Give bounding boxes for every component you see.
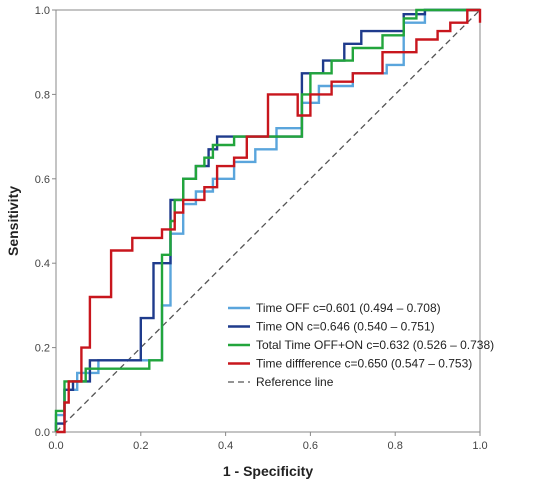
legend-label: Time diffference c=0.650 (0.547 – 0.753) <box>256 357 472 371</box>
legend-label: Reference line <box>256 375 334 389</box>
roc-curve-4 <box>56 8 482 434</box>
legend-label: Time ON c=0.646 (0.540 – 0.751) <box>256 320 435 334</box>
y-tick-label: 0.2 <box>35 343 50 355</box>
legend-label: Time OFF c=0.601 (0.494 – 0.708) <box>256 301 441 315</box>
y-tick-label: 0.8 <box>35 89 50 101</box>
tick-layer: 0.0 0.2 0.4 0.6 0.8 1.0 0.0 0.2 0.4 0.6 0.8 1.0 <box>35 5 488 452</box>
x-tick-label: 1.0 <box>472 440 487 452</box>
roc-curve-1 <box>54 8 480 432</box>
plot-area <box>55 9 481 433</box>
x-tick-label: 0.4 <box>218 440 233 452</box>
y-tick-label: 0.6 <box>35 174 50 186</box>
roc-curve-3 <box>54 8 480 432</box>
legend-label: Total Time OFF+ON c=0.632 (0.526 – 0.738… <box>256 338 494 352</box>
plot-frame <box>55 9 481 433</box>
y-tick-label: 1.0 <box>35 5 50 17</box>
series-layer <box>54 8 482 434</box>
x-tick-label: 0.2 <box>133 440 148 452</box>
y-tick-label: 0.4 <box>35 258 50 270</box>
x-tick-label: 0.6 <box>303 440 318 452</box>
x-tick-label: 0.0 <box>48 440 63 452</box>
x-tick-label: 0.8 <box>388 440 403 452</box>
y-axis-title: Sensitivity <box>5 186 21 256</box>
legend: Time OFF c=0.601 (0.494 – 0.708) Time ON … <box>228 301 494 389</box>
y-tick-label: 0.0 <box>35 427 50 439</box>
x-axis-title: 1 - Specificity <box>223 463 313 479</box>
